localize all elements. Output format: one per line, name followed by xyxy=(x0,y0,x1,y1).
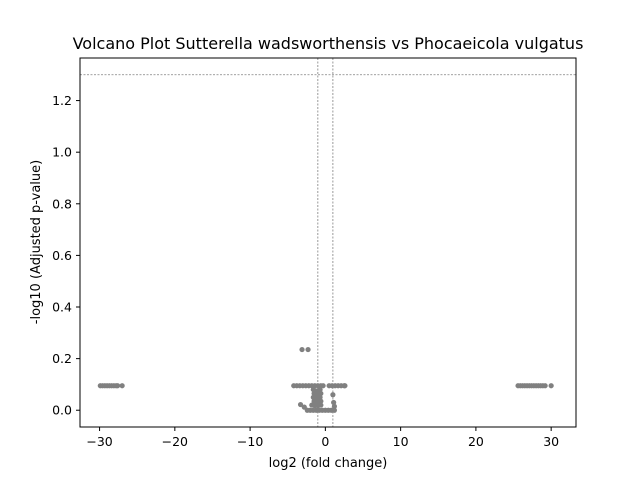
data-point xyxy=(317,386,323,393)
data-point xyxy=(318,398,324,404)
data-point xyxy=(342,383,348,389)
y-axis-label: -log10 (Adjusted p-value) xyxy=(29,160,44,324)
x-tick-label: −30 xyxy=(86,434,112,449)
data-point xyxy=(297,401,304,408)
y-tick-label: 1.0 xyxy=(52,145,72,160)
data-point xyxy=(331,407,337,413)
data-point xyxy=(320,383,326,389)
data-point xyxy=(317,394,323,400)
x-tick-label: 0 xyxy=(321,434,329,449)
y-tick-label: 0.4 xyxy=(52,300,72,315)
y-axis-ticks: 0.0 0.2 0.4 0.6 0.8 1.0 1.2 xyxy=(52,93,80,418)
x-tick-label: −20 xyxy=(162,434,188,449)
data-point xyxy=(331,403,337,409)
threshold-lines xyxy=(80,58,576,427)
y-tick-label: 0.6 xyxy=(52,248,72,263)
y-tick-label: 0.0 xyxy=(52,403,72,418)
x-tick-label: 30 xyxy=(543,434,559,449)
data-point xyxy=(318,390,324,397)
x-tick-label: 10 xyxy=(393,434,409,449)
chart-title: Volcano Plot Sutterella wadsworthensis v… xyxy=(73,34,584,53)
y-tick-label: 0.8 xyxy=(52,196,72,211)
data-point xyxy=(331,399,337,406)
data-point xyxy=(318,402,324,408)
x-tick-label: −10 xyxy=(237,434,263,449)
x-tick-label: 20 xyxy=(468,434,484,449)
y-tick-label: 0.2 xyxy=(52,351,72,366)
x-axis-ticks: −30 −20 −10 0 10 20 30 xyxy=(86,427,559,449)
data-point xyxy=(548,383,554,389)
y-tick-label: 1.2 xyxy=(52,93,72,108)
data-point xyxy=(305,346,311,353)
data-point xyxy=(299,346,305,353)
data-point xyxy=(115,383,121,389)
data-point xyxy=(119,383,125,389)
plot-frame xyxy=(79,57,577,428)
data-point xyxy=(542,383,548,389)
data-point xyxy=(330,392,336,398)
data-points xyxy=(97,346,554,413)
x-axis-label: log2 (fold change) xyxy=(269,456,388,471)
